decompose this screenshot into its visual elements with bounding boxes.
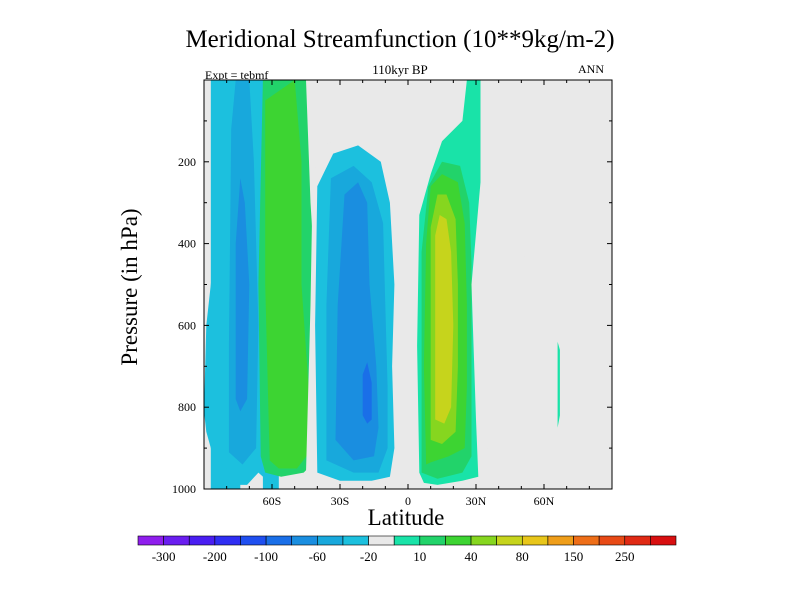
y-tick-label: 400	[178, 237, 196, 251]
chart-title: Meridional Streamfunction (10**9kg/m-2)	[185, 26, 615, 53]
contour-northern-midlat-patch	[480, 165, 526, 481]
season-label: ANN	[578, 62, 604, 76]
x-tick-label: 60S	[263, 494, 282, 508]
chart-subtitle: 110kyr BP	[372, 62, 428, 77]
y-axis-label: Pressure (in hPa)	[117, 208, 142, 366]
y-tick-label: 200	[178, 155, 196, 169]
x-axis-label: Latitude	[367, 505, 445, 530]
x-tick-label: 30S	[331, 494, 350, 508]
contour-northern-polar-sliver	[557, 341, 560, 428]
contour-southern-hadley-center	[362, 362, 372, 424]
contour-southern-ferrel-core	[265, 80, 313, 469]
y-tick-label: 800	[178, 400, 196, 414]
contour-northern-thin-streak	[489, 116, 492, 162]
x-tick-label: 60N	[534, 494, 555, 508]
contour-tropical-upper-tongue	[408, 80, 418, 170]
contour-fills	[204, 80, 581, 489]
y-tick-label: 600	[178, 318, 196, 332]
contour-northern-hadley-center	[435, 215, 454, 424]
x-tick-label: 30N	[466, 494, 487, 508]
experiment-label: Expt = tebmf	[205, 68, 269, 82]
x-tick-label: 0	[405, 494, 411, 508]
contour-arctic-patch	[553, 80, 581, 162]
contour-southern-midlat-deep-core	[235, 178, 250, 412]
y-tick-label: 1000	[172, 482, 196, 496]
